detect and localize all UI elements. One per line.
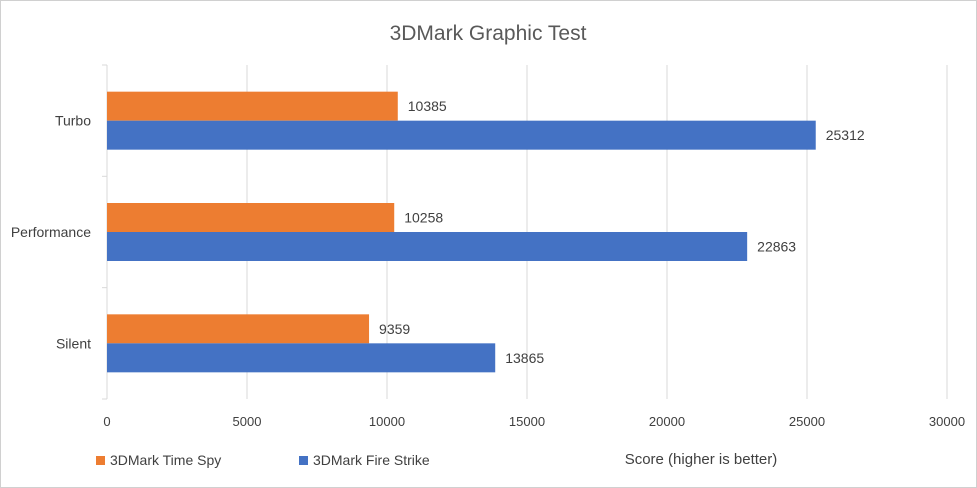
category-label: Performance (11, 224, 91, 240)
category-label: Turbo (55, 113, 91, 129)
legend-swatch (96, 456, 105, 465)
data-label: 10258 (404, 210, 443, 226)
bar-time-spy (107, 91, 398, 121)
x-tick-label: 5000 (233, 414, 262, 429)
x-tick-label: 0 (103, 414, 110, 429)
value-axis-ticks: 0 5000 10000 15000 20000 25000 30000 (103, 414, 965, 429)
legend: 3DMark Time Spy 3DMark Fire Strike (96, 452, 430, 468)
x-tick-label: 15000 (509, 414, 545, 429)
legend-label: 3DMark Fire Strike (313, 452, 430, 468)
category-label: Silent (56, 335, 91, 351)
bar-time-spy (107, 314, 370, 344)
legend-label: 3DMark Time Spy (110, 452, 221, 468)
data-label: 10385 (408, 98, 447, 114)
x-axis-label: Score (higher is better) (625, 451, 778, 468)
bars (107, 91, 816, 373)
x-tick-label: 10000 (369, 414, 405, 429)
data-labels: 10385 25312 10258 22863 9359 13865 (379, 98, 865, 366)
data-label: 22863 (757, 239, 796, 255)
data-label: 25312 (826, 127, 865, 143)
bar-fire-strike (107, 120, 816, 150)
x-tick-label: 25000 (789, 414, 825, 429)
legend-swatch (299, 456, 308, 465)
category-axis: Turbo Performance Silent (11, 64, 108, 400)
x-tick-label: 20000 (649, 414, 685, 429)
chart-title: 3DMark Graphic Test (390, 22, 587, 45)
bar-fire-strike (107, 343, 496, 373)
data-label: 13865 (505, 350, 544, 366)
data-label: 9359 (379, 321, 410, 337)
x-tick-label: 30000 (929, 414, 965, 429)
bar-time-spy (107, 203, 395, 232)
bar-fire-strike (107, 232, 748, 261)
